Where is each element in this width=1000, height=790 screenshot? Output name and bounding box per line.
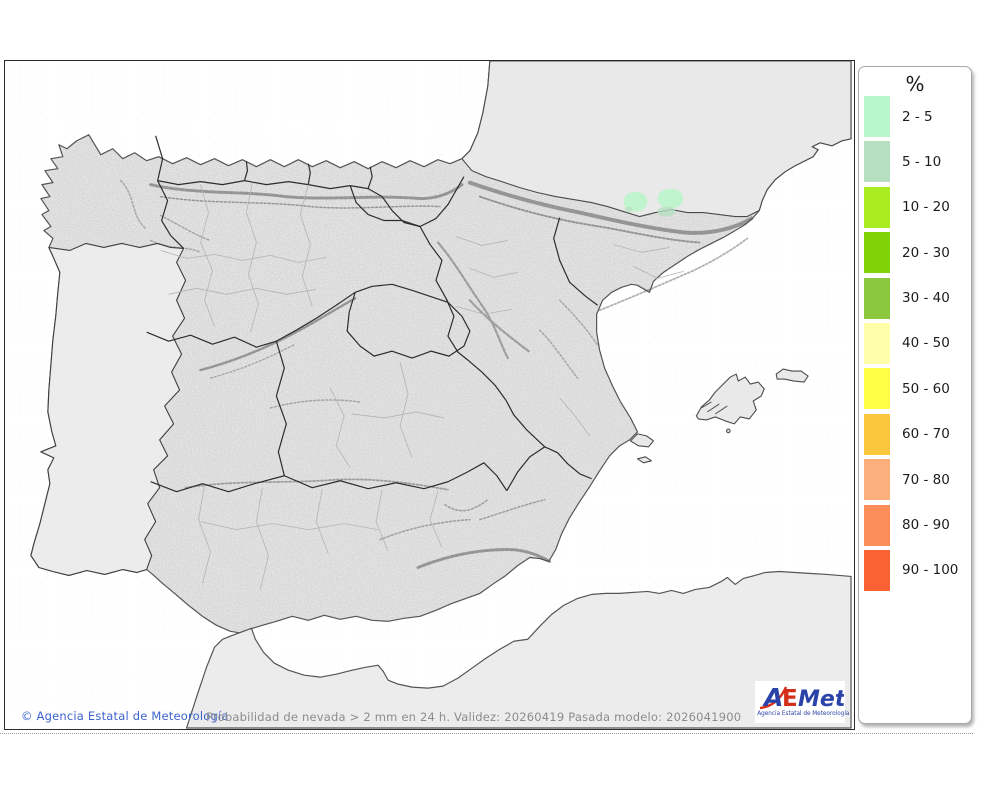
legend-item: 5 - 10: [859, 141, 971, 183]
attribution-text: © Agencia Estatal de Meteorología: [21, 709, 229, 723]
legend-color-swatch: [864, 141, 890, 183]
legend-range-label: 70 - 80: [902, 471, 950, 488]
ibiza-island: [629, 433, 655, 448]
overlay-patch-2-5-west: [623, 191, 648, 212]
africa-region: [185, 570, 852, 729]
legend-items: 2 - 5 5 - 10 10 - 20 20 - 30 30 - 40 40 - 50 5…: [859, 96, 971, 591]
legend-item: 30 - 40: [859, 277, 971, 319]
logo-swoosh: [759, 686, 788, 710]
map-canvas: © Agencia Estatal de Meteorología Probab…: [4, 60, 855, 730]
province-borders: [160, 182, 684, 590]
legend-item: 2 - 5: [859, 96, 971, 137]
logo-letter-e: E: [782, 686, 798, 711]
tramuntana-ridge: [701, 401, 728, 415]
legend-panel: % 2 - 5 5 - 10 10 - 20 20 - 30 30 - 40 40 - 5…: [858, 66, 972, 724]
probability-overlay-patches: [623, 188, 684, 217]
legend-range-label: 10 - 20: [902, 199, 950, 216]
legend-color-swatch: [864, 504, 890, 546]
legend-range-label: 30 - 40: [902, 290, 950, 307]
logo-letter-a: A: [762, 683, 783, 711]
portugal-region: [30, 242, 187, 577]
legend-item: 60 - 70: [859, 413, 971, 455]
menorca-island: [775, 368, 809, 383]
legend-title: %: [905, 72, 925, 96]
legend-color-swatch: [864, 459, 890, 501]
legend-color-swatch: [864, 549, 890, 591]
overlay-patch-5-10-small: [624, 206, 633, 213]
legend-range-label: 40 - 50: [902, 335, 950, 352]
mountain-ridges: [119, 179, 754, 569]
logo-tagline: Agencia Estatal de Meteorología: [757, 710, 850, 717]
formentera-island: [636, 456, 653, 464]
legend-color-swatch: [864, 368, 890, 410]
aemet-wordmark: A E Met: [759, 683, 844, 711]
legend-item: 50 - 60: [859, 368, 971, 410]
cabrera-island: [725, 428, 731, 434]
aemet-logo: A E Met Agencia Estatal de Meteorología: [755, 681, 850, 723]
legend-color-swatch: [864, 186, 890, 228]
legend-color-swatch: [864, 277, 890, 319]
mallorca-island: [695, 373, 765, 425]
frame-shadow-line: [0, 733, 973, 734]
legend-color-swatch: [864, 413, 890, 455]
logo-letters-met: Met: [798, 687, 844, 711]
legend-color-swatch: [864, 322, 890, 364]
legend-range-label: 20 - 30: [902, 244, 950, 261]
legend-range-label: 60 - 70: [902, 426, 950, 443]
legend-range-label: 80 - 90: [902, 517, 950, 534]
balearic-islands: [629, 368, 809, 464]
legend-item: 40 - 50: [859, 322, 971, 364]
overlay-patch-2-5-central: [657, 188, 684, 209]
legend-range-label: 50 - 60: [902, 380, 950, 397]
legend-range-label: 90 - 100: [902, 562, 959, 579]
legend-color-swatch: [864, 96, 890, 137]
legend-item: 10 - 20: [859, 186, 971, 228]
legend-range-label: 2 - 5: [902, 108, 933, 125]
legend-item: 80 - 90: [859, 504, 971, 546]
legend-color-swatch: [864, 232, 890, 274]
legend-item: 90 - 100: [859, 549, 971, 591]
community-borders: [146, 135, 598, 493]
map-caption-text: Probabilidad de nevada > 2 mm en 24 h. V…: [206, 710, 742, 724]
overlay-patch-5-10: [657, 206, 676, 217]
legend-item: 20 - 30: [859, 232, 971, 274]
spain-snow-probability-map: [5, 61, 854, 729]
legend-item: 70 - 80: [859, 459, 971, 501]
france-region: [461, 61, 852, 218]
legend-range-label: 5 - 10: [902, 153, 942, 170]
